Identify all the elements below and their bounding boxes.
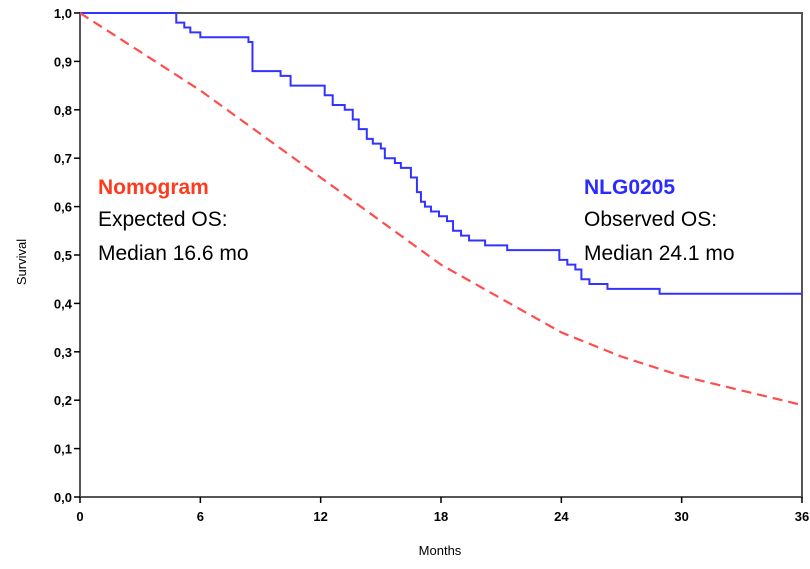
y-tick-label: 0,8 xyxy=(54,103,72,118)
x-tick-label: 36 xyxy=(795,509,809,524)
series-observed-line xyxy=(80,12,802,295)
annotation-observed-line2: Median 24.1 mo xyxy=(584,242,735,265)
x-axis-label: Months xyxy=(419,543,462,558)
x-tick-label: 6 xyxy=(197,509,204,524)
y-tick-label: 0,9 xyxy=(54,54,72,69)
y-tick-label: 0,6 xyxy=(54,200,72,215)
x-axis: 0 6 12 18 24 30 36 xyxy=(76,497,809,524)
x-tick-label: 24 xyxy=(554,509,569,524)
y-tick-label: 0,1 xyxy=(54,442,72,457)
y-tick-label: 0,2 xyxy=(54,393,72,408)
annotation-expected-head: Nomogram xyxy=(98,176,209,199)
y-tick-label: 0,5 xyxy=(54,248,72,263)
annotation-observed-head: NLG0205 xyxy=(584,176,675,199)
x-tick-label: 18 xyxy=(434,509,448,524)
annotation-expected-line1: Expected OS: xyxy=(98,208,228,231)
y-tick-label: 0,7 xyxy=(54,151,72,166)
series-layer xyxy=(79,12,803,407)
annotation-observed-line1: Observed OS: xyxy=(584,208,717,231)
annotation-expected-line2: Median 16.6 mo xyxy=(98,242,249,265)
series-expected-line xyxy=(79,12,803,407)
y-tick-label: 1,0 xyxy=(54,6,72,21)
y-axis: 0,0 0,1 0,2 0,3 0,4 0,5 0,6 0,7 0,8 0,9 1,0 xyxy=(54,6,80,505)
x-tick-label: 12 xyxy=(313,509,327,524)
y-tick-label: 0,4 xyxy=(54,296,73,311)
y-tick-label: 0,3 xyxy=(54,345,72,360)
y-axis-label: Survival xyxy=(14,239,29,285)
x-tick-label: 30 xyxy=(674,509,688,524)
x-tick-label: 0 xyxy=(76,509,83,524)
y-tick-label: 0,0 xyxy=(54,490,72,505)
